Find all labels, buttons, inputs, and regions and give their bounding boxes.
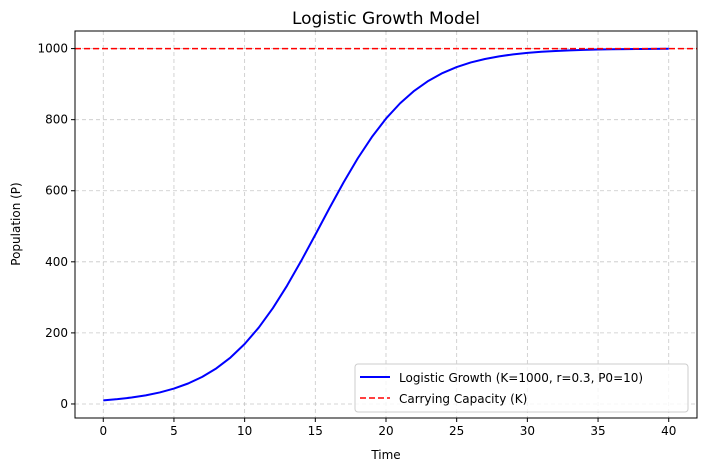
logistic-growth-line: [103, 47, 669, 402]
legend: Logistic Growth (K=1000, r=0.3, P0=10) C…: [354, 363, 689, 413]
x-tick-label: 0: [99, 424, 107, 438]
x-tick-label: 5: [170, 424, 178, 438]
legend-label-logistic: Logistic Growth (K=1000, r=0.3, P0=10): [399, 371, 643, 385]
y-tick-label: 1000: [37, 42, 68, 56]
y-tick-label: 200: [45, 326, 68, 340]
x-tick-label: 25: [449, 424, 464, 438]
legend-box: [354, 363, 689, 413]
y-axis-label: Population (P): [9, 182, 23, 265]
x-tick-label: 20: [378, 424, 393, 438]
x-tick-label: 30: [520, 424, 535, 438]
x-tick-label: 40: [661, 424, 676, 438]
y-tick-label: 0: [60, 397, 68, 411]
chart-title: Logistic Growth Model: [292, 9, 480, 29]
grid: [75, 31, 697, 418]
legend-label-capacity: Carrying Capacity (K): [399, 392, 527, 406]
x-tick-label: 10: [237, 424, 252, 438]
x-tick-label: 35: [590, 424, 605, 438]
y-tick-label: 800: [45, 113, 68, 127]
y-tick-label: 600: [45, 184, 68, 198]
plot-marks: [75, 47, 697, 402]
x-axis-label: Time: [370, 448, 400, 462]
y-tick-label: 400: [45, 255, 68, 269]
x-tick-label: 15: [308, 424, 323, 438]
